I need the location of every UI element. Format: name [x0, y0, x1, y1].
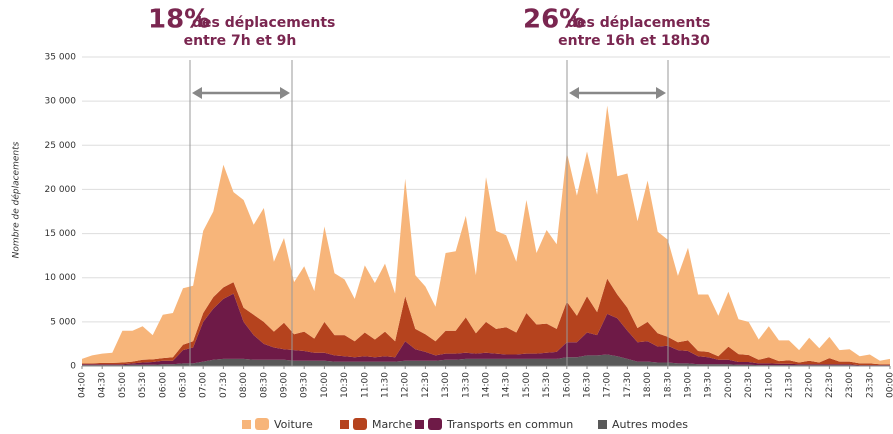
x-tick-label: 20:00	[724, 372, 734, 398]
legend-swatch	[598, 420, 607, 429]
y-tick-label: 5 000	[50, 317, 76, 327]
x-tick-label: 05:00	[118, 372, 128, 398]
x-tick-label: 06:00	[158, 372, 168, 398]
arrow-head	[192, 87, 202, 99]
area	[82, 354, 890, 366]
x-tick-label: 06:30	[179, 372, 189, 398]
x-tick-label: 17:30	[623, 372, 633, 398]
x-tick-label: 13:00	[441, 372, 451, 398]
arrow-head	[569, 87, 579, 99]
x-tick-label: 04:30	[98, 372, 108, 398]
x-tick-label: 19:30	[704, 372, 714, 398]
x-tick-label: 20:30	[744, 372, 754, 398]
x-tick-label: 15:30	[542, 372, 552, 398]
y-tick-label: 35 000	[45, 53, 77, 63]
x-tick-label: 22:30	[825, 372, 835, 398]
y-tick-label: 0	[70, 362, 76, 372]
area	[82, 293, 890, 366]
x-tick-label: 23:30	[865, 372, 875, 398]
annotation-subtext: entre 7h et 9h	[184, 33, 297, 49]
x-tick-label: 10:00	[320, 372, 330, 398]
x-tick-label: 00:00	[886, 372, 893, 398]
x-tick-label: 08:00	[239, 372, 249, 398]
x-tick-label: 08:30	[259, 372, 269, 398]
legend-icon	[428, 418, 442, 430]
annotation-percent: 18%	[148, 5, 210, 35]
y-tick-label: 15 000	[45, 229, 77, 239]
x-tick-label: 18:30	[663, 372, 673, 398]
x-tick-label: 09:30	[300, 372, 310, 398]
arrow-head	[280, 87, 290, 99]
legend-icon	[255, 418, 269, 430]
x-tick-label: 07:00	[199, 372, 209, 398]
x-tick-label: 17:00	[603, 372, 613, 398]
x-tick-label: 11:00	[360, 372, 370, 398]
area	[82, 278, 890, 366]
x-tick-label: 21:30	[785, 372, 795, 398]
legend-swatch	[415, 420, 424, 429]
annotation-percent: 26%	[523, 5, 585, 35]
x-tick-label: 11:30	[381, 372, 391, 398]
x-tick-label: 10:30	[340, 372, 350, 398]
legend-label: Marche	[372, 418, 413, 431]
y-axis-label: Nombre de déplacements	[11, 141, 22, 258]
annotation-text: des déplacements	[192, 15, 335, 31]
annotation-text: des déplacements	[567, 15, 710, 31]
x-tick-label: 16:30	[583, 372, 593, 398]
x-tick-label: 14:00	[482, 372, 492, 398]
legend-swatch	[242, 420, 251, 429]
x-tick-label: 21:00	[764, 372, 774, 398]
x-tick-label: 07:30	[219, 372, 229, 398]
x-tick-label: 15:00	[522, 372, 532, 398]
y-tick-label: 20 000	[45, 185, 77, 195]
x-tick-label: 23:00	[845, 372, 855, 398]
y-tick-label: 30 000	[45, 97, 77, 107]
x-tick-label: 16:00	[562, 372, 572, 398]
annotation-subtext: entre 16h et 18h30	[558, 33, 710, 49]
x-tick-label: 13:30	[461, 372, 471, 398]
x-tick-label: 18:00	[643, 372, 653, 398]
legend-label: Autres modes	[612, 418, 688, 431]
legend-icon	[353, 418, 367, 430]
x-tick-label: 05:30	[138, 372, 148, 398]
y-tick-label: 10 000	[45, 273, 77, 283]
x-tick-label: 12:00	[401, 372, 411, 398]
x-tick-label: 09:00	[280, 372, 290, 398]
x-tick-label: 04:00	[78, 372, 88, 398]
legend-label: Voiture	[274, 418, 313, 431]
legend-swatch	[340, 420, 349, 429]
area	[82, 105, 890, 365]
x-tick-label: 14:30	[502, 372, 512, 398]
y-tick-label: 25 000	[45, 141, 77, 151]
arrow-head	[656, 87, 666, 99]
x-tick-label: 19:00	[684, 372, 694, 398]
x-tick-label: 22:00	[805, 372, 815, 398]
legend-label: Transports en commun	[446, 418, 573, 431]
x-tick-label: 12:30	[421, 372, 431, 398]
